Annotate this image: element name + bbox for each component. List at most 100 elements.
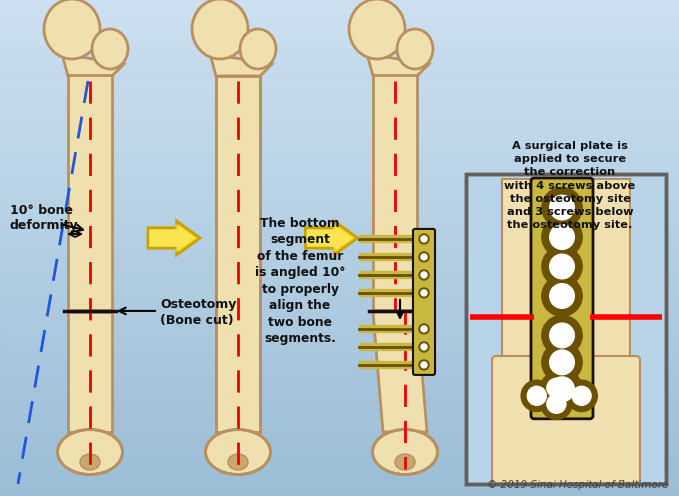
Circle shape <box>419 342 429 352</box>
Circle shape <box>547 378 566 397</box>
Ellipse shape <box>80 454 100 470</box>
Circle shape <box>421 290 427 296</box>
Bar <box>0 181 679 190</box>
Ellipse shape <box>228 454 248 470</box>
Bar <box>0 363 679 372</box>
Bar <box>0 98 679 108</box>
Bar <box>0 445 679 455</box>
Circle shape <box>550 284 574 309</box>
Bar <box>0 313 679 322</box>
Ellipse shape <box>206 430 270 475</box>
Circle shape <box>421 236 427 242</box>
Ellipse shape <box>92 29 128 69</box>
Ellipse shape <box>192 0 248 59</box>
Bar <box>0 263 679 273</box>
Bar <box>0 206 679 215</box>
Bar <box>0 255 679 264</box>
Polygon shape <box>500 358 632 366</box>
Bar <box>0 173 679 182</box>
Bar <box>0 412 679 422</box>
Bar <box>466 174 666 484</box>
Circle shape <box>550 195 574 220</box>
Circle shape <box>542 217 582 257</box>
Circle shape <box>542 369 582 409</box>
Bar <box>0 239 679 248</box>
Ellipse shape <box>395 454 415 470</box>
Bar <box>0 330 679 339</box>
Bar <box>0 82 679 91</box>
Polygon shape <box>62 54 124 76</box>
Circle shape <box>419 324 429 334</box>
Circle shape <box>542 276 582 316</box>
Ellipse shape <box>397 29 433 69</box>
Circle shape <box>421 344 427 350</box>
Bar <box>0 0 679 8</box>
Bar <box>0 421 679 430</box>
Ellipse shape <box>240 29 276 69</box>
Bar <box>0 139 679 149</box>
Bar <box>0 272 679 281</box>
Circle shape <box>542 187 582 228</box>
Bar <box>0 462 679 471</box>
Polygon shape <box>149 224 196 252</box>
Polygon shape <box>95 24 97 49</box>
Bar <box>0 24 679 33</box>
Circle shape <box>550 377 574 402</box>
Bar <box>0 90 679 99</box>
Bar <box>0 321 679 331</box>
Bar <box>0 214 679 223</box>
Circle shape <box>550 350 574 374</box>
Circle shape <box>419 252 429 262</box>
Text: A surgical plate is
applied to secure
the correction
with 4 screws above
the ost: A surgical plate is applied to secure th… <box>504 141 636 230</box>
Text: Osteotomy
(Bone cut): Osteotomy (Bone cut) <box>160 299 236 327</box>
Bar <box>0 288 679 298</box>
FancyBboxPatch shape <box>492 356 640 483</box>
Ellipse shape <box>373 430 437 475</box>
Bar <box>0 338 679 347</box>
Bar <box>0 57 679 66</box>
Circle shape <box>547 394 566 413</box>
Bar <box>0 73 679 83</box>
Polygon shape <box>148 221 200 255</box>
Bar <box>0 197 679 207</box>
Circle shape <box>421 254 427 260</box>
Circle shape <box>542 315 582 356</box>
Bar <box>0 396 679 405</box>
Bar <box>0 115 679 124</box>
Bar <box>0 15 679 25</box>
Polygon shape <box>373 312 427 432</box>
Bar <box>216 76 260 432</box>
Bar <box>68 75 112 310</box>
Circle shape <box>528 386 547 405</box>
Bar <box>0 297 679 306</box>
Circle shape <box>421 272 427 278</box>
Bar <box>0 247 679 256</box>
Circle shape <box>419 234 429 244</box>
Bar <box>0 164 679 174</box>
Bar <box>0 107 679 116</box>
Circle shape <box>542 247 582 287</box>
Bar <box>0 487 679 496</box>
FancyBboxPatch shape <box>413 229 435 375</box>
Circle shape <box>421 326 427 332</box>
Bar <box>0 231 679 240</box>
Polygon shape <box>306 224 353 252</box>
Bar <box>0 454 679 463</box>
Bar <box>0 379 679 388</box>
FancyBboxPatch shape <box>531 178 593 419</box>
Bar <box>0 346 679 356</box>
Bar <box>0 387 679 397</box>
Ellipse shape <box>44 0 100 59</box>
Bar <box>0 7 679 16</box>
Polygon shape <box>306 221 358 255</box>
Circle shape <box>542 342 582 382</box>
Bar <box>0 470 679 480</box>
Bar <box>0 437 679 446</box>
Ellipse shape <box>349 0 405 59</box>
Bar <box>373 75 417 310</box>
Circle shape <box>521 380 553 412</box>
Bar <box>0 123 679 132</box>
Bar <box>0 371 679 380</box>
Bar <box>0 148 679 157</box>
Bar <box>466 174 666 484</box>
